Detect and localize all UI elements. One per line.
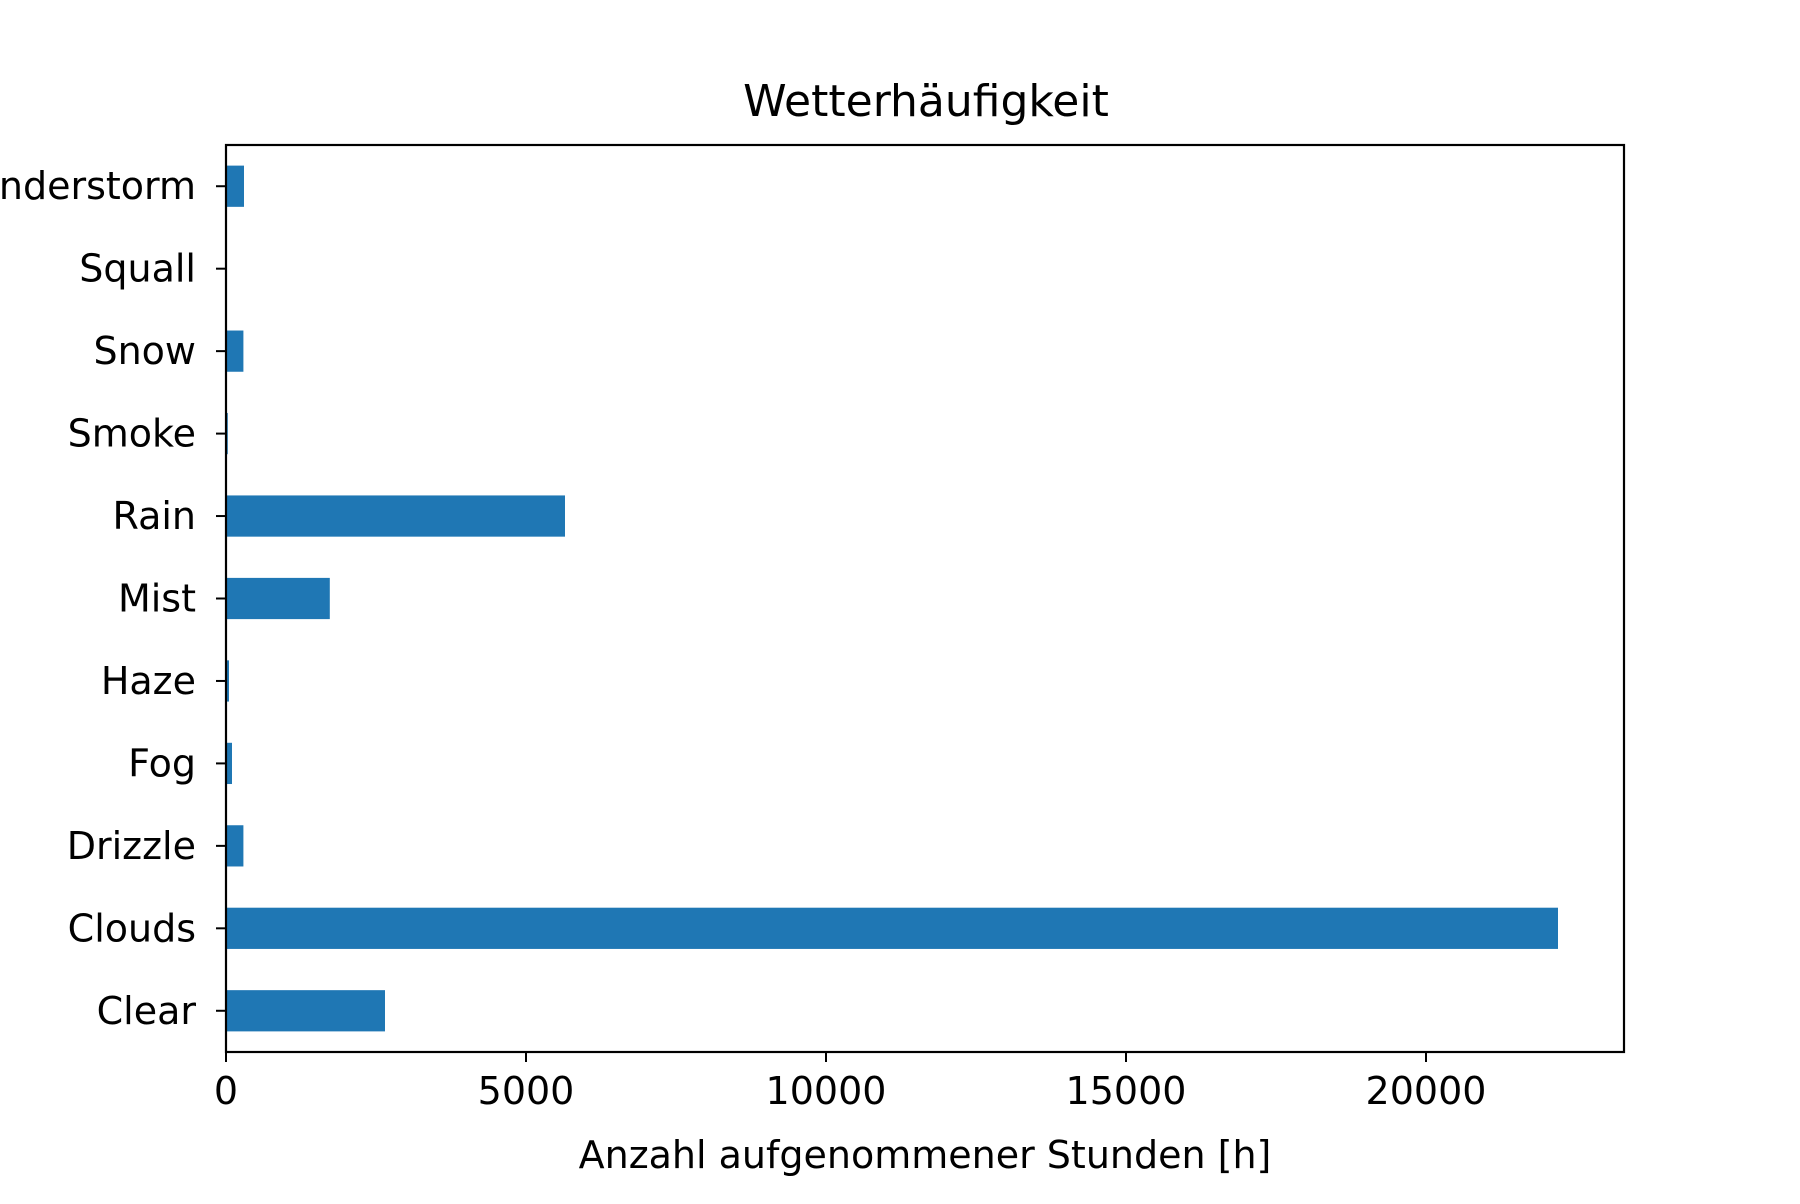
- y-tick-label: Rain: [113, 494, 197, 538]
- y-axis-ticks: Clear Clouds Drizzle Fog Haze Mist Rain Smoke Sn…: [0, 164, 226, 1033]
- y-tick-label: Thunderstorm: [0, 164, 196, 208]
- y-tick-label: Fog: [128, 741, 196, 785]
- bar-thunderstorm: [226, 166, 244, 207]
- y-tick-label: Mist: [118, 577, 196, 621]
- bar-drizzle: [226, 825, 243, 866]
- bar-clouds: [226, 908, 1558, 949]
- x-tick-label: 5000: [478, 1069, 575, 1113]
- x-axis-ticks: 0 5000 10000 15000 20000: [214, 1052, 1487, 1113]
- bar-mist: [226, 578, 330, 619]
- x-tick-label: 10000: [766, 1069, 887, 1113]
- y-tick-label: Smoke: [68, 412, 196, 456]
- bar-clear: [226, 990, 385, 1031]
- x-tick-label: 15000: [1066, 1069, 1187, 1113]
- y-tick-label: Snow: [93, 329, 196, 373]
- y-tick-label: Drizzle: [67, 824, 196, 868]
- x-axis-label: Anzahl aufgenommener Stunden [h]: [579, 1133, 1272, 1177]
- chart-title: Wetterhäufigkeit: [743, 76, 1109, 127]
- y-tick-label: Squall: [79, 247, 196, 291]
- bar-snow: [226, 331, 243, 372]
- y-tick-label: Haze: [101, 659, 196, 703]
- bar-rain: [226, 495, 565, 536]
- y-tick-label: Clouds: [68, 906, 196, 950]
- y-tick-label: Clear: [97, 989, 197, 1033]
- bars-group: [226, 166, 1558, 1032]
- x-tick-label: 20000: [1366, 1069, 1487, 1113]
- x-tick-label: 0: [214, 1069, 238, 1113]
